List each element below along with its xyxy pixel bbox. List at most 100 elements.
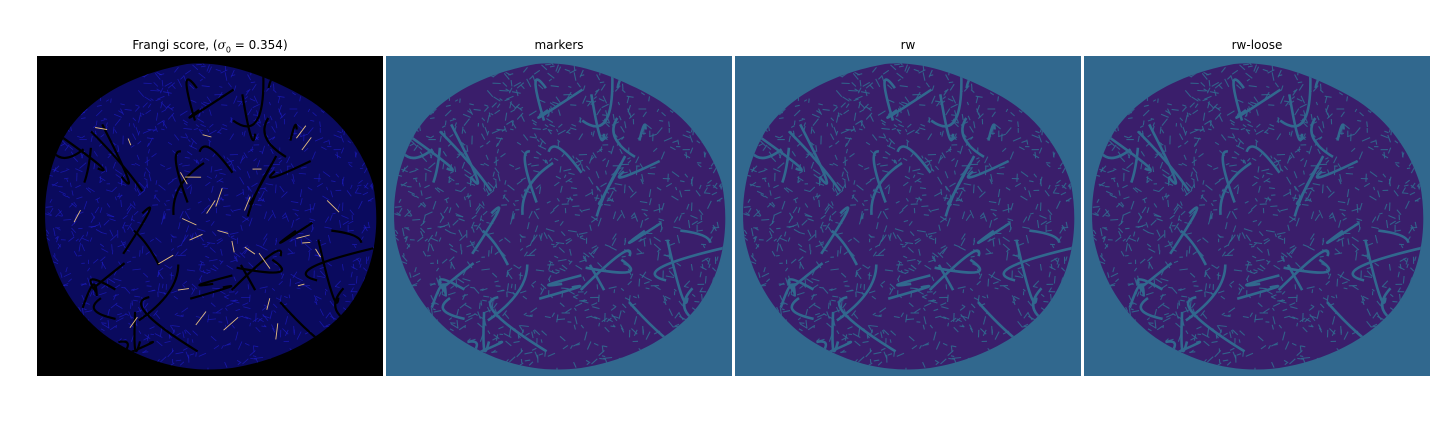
texture-stroke: [117, 313, 122, 316]
texture-stroke: [976, 157, 980, 160]
texture-stroke: [982, 213, 988, 222]
texture-stroke: [861, 213, 865, 220]
texture-stroke: [857, 87, 862, 94]
texture-stroke: [499, 89, 508, 92]
texture-stroke: [495, 137, 504, 140]
texture-stroke: [868, 106, 873, 110]
texture-stroke: [755, 243, 760, 248]
texture-stroke: [691, 293, 696, 298]
texture-stroke: [225, 316, 229, 325]
texture-stroke: [881, 329, 885, 334]
texture-stroke: [982, 316, 987, 325]
texture-stroke: [207, 318, 217, 321]
texture-stroke: [935, 315, 942, 319]
texture-stroke: [588, 252, 595, 258]
texture-stroke: [882, 211, 889, 220]
texture-stroke: [1363, 275, 1373, 279]
texture-stroke: [300, 198, 303, 206]
texture-stroke: [235, 331, 239, 341]
texture-stroke: [248, 217, 253, 227]
texture-stroke: [86, 231, 89, 237]
texture-stroke: [430, 282, 436, 287]
texture-stroke: [1259, 153, 1263, 158]
texture-stroke: [294, 212, 299, 217]
texture-stroke: [845, 148, 849, 154]
texture-stroke: [502, 310, 508, 317]
texture-stroke: [443, 206, 449, 214]
texture-stroke: [1258, 231, 1264, 237]
texture-stroke: [481, 117, 486, 122]
texture-stroke: [177, 78, 183, 88]
texture-stroke: [628, 295, 631, 303]
texture-stroke: [96, 120, 98, 126]
texture-stroke: [224, 361, 228, 368]
texture-stroke: [550, 85, 559, 88]
texture-stroke: [1414, 199, 1419, 202]
texture-stroke: [909, 185, 912, 193]
texture-stroke: [135, 106, 140, 112]
vessel-curve: [837, 295, 897, 353]
texture-stroke: [1046, 229, 1052, 232]
texture-stroke: [794, 104, 800, 107]
texture-stroke: [448, 179, 452, 184]
texture-stroke: [836, 181, 844, 189]
texture-stroke: [699, 287, 703, 293]
texture-stroke: [550, 209, 555, 214]
texture-stroke: [963, 183, 972, 186]
texture-stroke: [548, 157, 553, 162]
texture-stroke: [601, 103, 609, 109]
texture-stroke: [1178, 300, 1181, 306]
texture-stroke: [71, 220, 77, 227]
texture-stroke: [828, 288, 833, 291]
texture-stroke: [507, 291, 517, 295]
texture-stroke: [105, 122, 108, 127]
texture-stroke: [604, 326, 610, 333]
texture-stroke: [483, 106, 490, 112]
texture-stroke: [147, 103, 152, 108]
texture-stroke: [1023, 311, 1029, 319]
texture-stroke: [803, 99, 808, 102]
texture-stroke: [100, 119, 106, 122]
texture-stroke: [847, 326, 853, 330]
texture-stroke: [859, 80, 862, 87]
texture-stroke: [633, 329, 638, 337]
texture-stroke: [398, 207, 403, 213]
texture-stroke: [1164, 243, 1174, 248]
texture-stroke: [132, 133, 137, 140]
texture-stroke: [263, 304, 268, 308]
texture-stroke: [1203, 71, 1209, 76]
texture-stroke: [57, 243, 62, 248]
high-score-stroke: [177, 288, 189, 291]
texture-stroke: [1296, 322, 1299, 327]
texture-stroke: [358, 179, 363, 184]
texture-stroke: [247, 148, 254, 153]
texture-stroke: [684, 285, 689, 289]
texture-stroke: [53, 167, 57, 173]
texture-stroke: [444, 228, 451, 233]
texture-stroke: [69, 182, 72, 188]
texture-stroke: [110, 234, 118, 241]
texture-stroke: [1259, 264, 1266, 270]
texture-stroke: [1330, 295, 1335, 299]
texture-stroke: [776, 242, 780, 252]
texture-stroke: [135, 104, 140, 107]
texture-stroke: [969, 327, 974, 333]
texture-stroke: [591, 316, 598, 320]
texture-stroke: [1193, 285, 1199, 287]
vessel-curve: [939, 94, 955, 142]
texture-stroke: [57, 244, 62, 250]
texture-stroke: [253, 95, 258, 104]
texture-stroke: [984, 156, 989, 164]
texture-stroke: [897, 78, 902, 82]
texture-stroke: [293, 111, 298, 118]
texture-stroke: [527, 162, 532, 166]
texture-stroke: [208, 66, 212, 74]
texture-stroke: [835, 90, 843, 98]
texture-stroke: [255, 244, 262, 248]
texture-stroke: [949, 182, 956, 188]
texture-stroke: [157, 271, 164, 280]
texture-stroke: [155, 313, 161, 319]
texture-stroke: [445, 198, 448, 204]
texture-stroke: [579, 235, 584, 238]
texture-stroke: [923, 302, 932, 307]
